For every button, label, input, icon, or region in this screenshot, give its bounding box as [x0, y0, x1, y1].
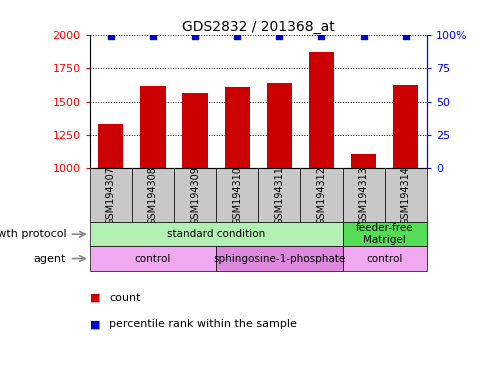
Text: GSM194309: GSM194309: [190, 166, 199, 225]
Bar: [224, 88, 249, 169]
Text: GSM194314: GSM194314: [400, 166, 410, 225]
Bar: [90, 222, 342, 247]
Bar: [182, 93, 207, 169]
Point: [106, 33, 114, 39]
Point: [149, 33, 156, 39]
Bar: [132, 169, 174, 222]
Point: [275, 33, 283, 39]
Bar: [300, 169, 342, 222]
Text: ■: ■: [90, 293, 100, 303]
Bar: [266, 83, 291, 169]
Bar: [350, 154, 376, 169]
Text: GSM194312: GSM194312: [316, 166, 326, 225]
Point: [191, 33, 198, 39]
Bar: [342, 169, 384, 222]
Bar: [258, 169, 300, 222]
Point: [317, 33, 325, 39]
Point: [359, 33, 367, 39]
Point: [233, 33, 241, 39]
Bar: [308, 52, 333, 169]
Text: percentile rank within the sample: percentile rank within the sample: [109, 319, 296, 329]
Text: GSM194311: GSM194311: [274, 166, 284, 225]
Text: GSM194308: GSM194308: [148, 166, 158, 225]
Bar: [342, 222, 426, 247]
Text: control: control: [135, 253, 171, 263]
Bar: [140, 86, 165, 169]
Bar: [384, 169, 426, 222]
Bar: [98, 124, 123, 169]
Text: growth protocol: growth protocol: [0, 229, 66, 239]
Bar: [216, 247, 342, 271]
Text: GSM194310: GSM194310: [232, 166, 242, 225]
Text: ■: ■: [90, 319, 100, 329]
Bar: [393, 86, 418, 169]
Bar: [216, 169, 258, 222]
Text: sphingosine-1-phosphate: sphingosine-1-phosphate: [213, 253, 345, 263]
Point: [401, 33, 409, 39]
Text: feeder-free
Matrigel: feeder-free Matrigel: [355, 223, 413, 245]
Text: standard condition: standard condition: [166, 229, 265, 239]
Text: control: control: [366, 253, 402, 263]
Bar: [90, 169, 132, 222]
Text: count: count: [109, 293, 140, 303]
Text: GSM194313: GSM194313: [358, 166, 368, 225]
Bar: [174, 169, 216, 222]
Text: GSM194307: GSM194307: [106, 166, 116, 225]
Text: agent: agent: [34, 253, 66, 263]
Bar: [90, 247, 216, 271]
Title: GDS2832 / 201368_at: GDS2832 / 201368_at: [182, 20, 334, 33]
Bar: [342, 247, 426, 271]
